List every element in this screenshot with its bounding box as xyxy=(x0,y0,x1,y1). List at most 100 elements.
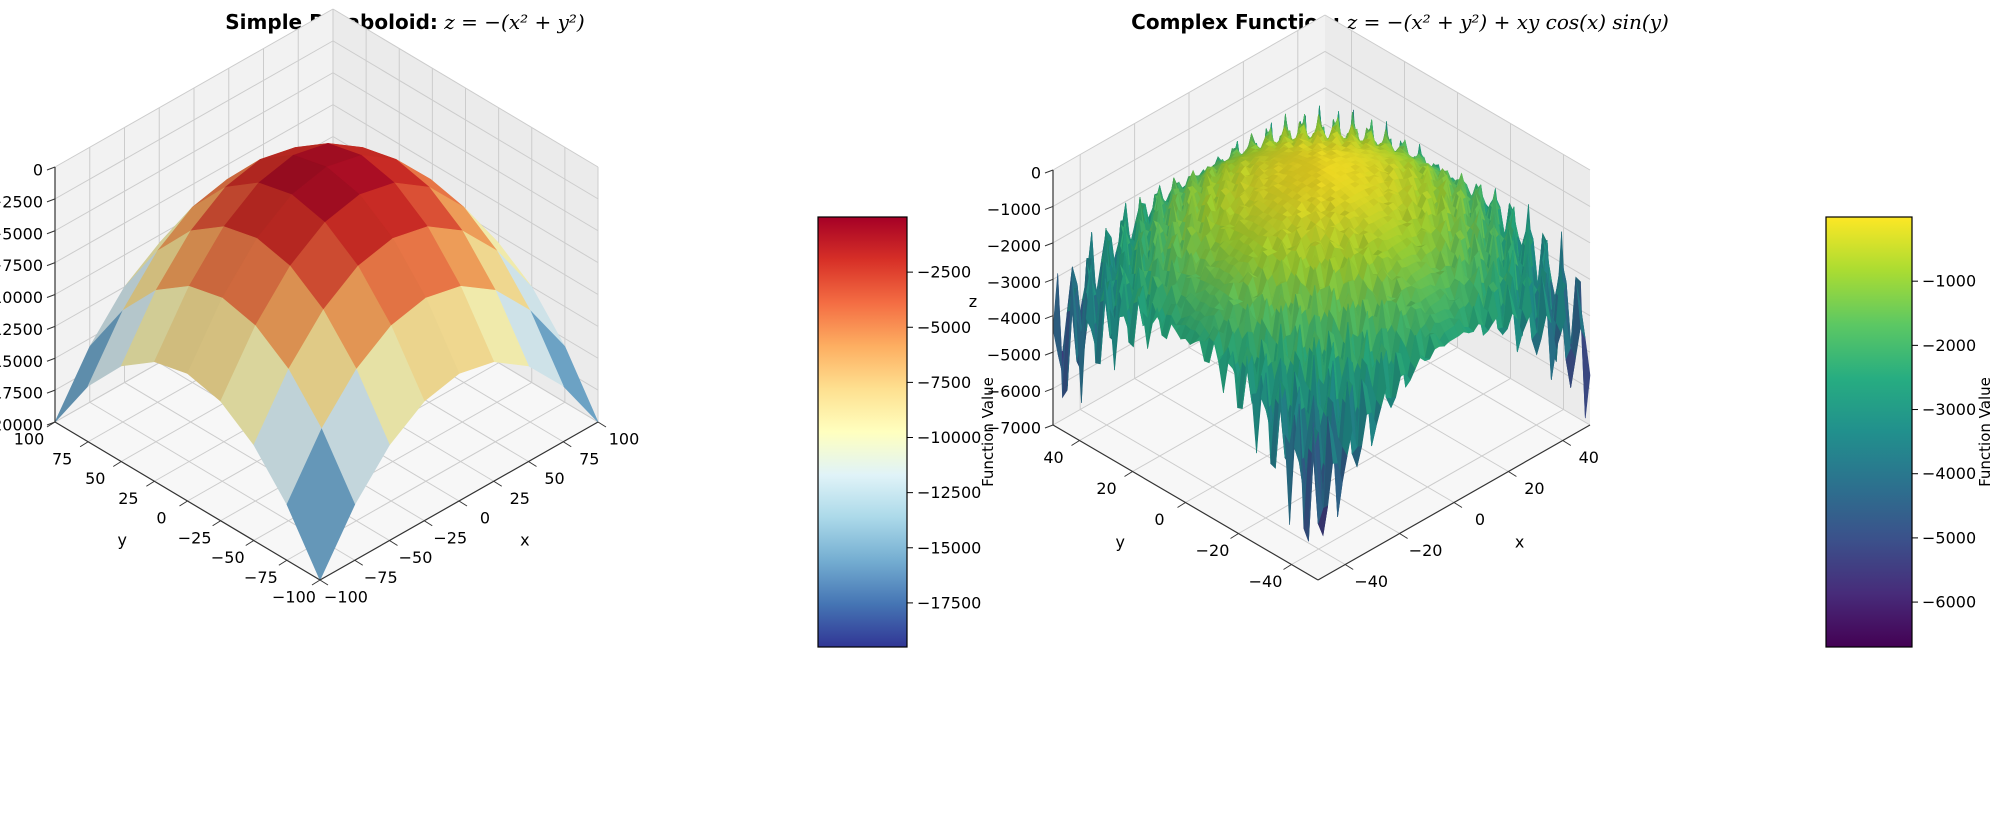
colorbar-tick-label: −2000 xyxy=(1922,336,1976,355)
y-tick xyxy=(1230,533,1239,539)
y-tick-label: 20 xyxy=(1096,479,1116,498)
z-tick-label: −7500 xyxy=(0,256,43,275)
y-tick xyxy=(179,500,188,507)
y-tick xyxy=(245,540,255,546)
z-tick-label: −2000 xyxy=(987,236,1041,255)
y-tick-label: −75 xyxy=(244,568,278,587)
y-tick-label: 100 xyxy=(14,430,45,449)
gridline-y-floor xyxy=(1238,378,1511,534)
y-tick-label: −40 xyxy=(1249,572,1283,591)
gridline-z-ywall xyxy=(1052,14,1326,171)
z-tick xyxy=(1044,278,1054,283)
z-tick-label: −2500 xyxy=(0,192,43,211)
x-tick xyxy=(493,480,503,487)
colorbar-tick-label: −4000 xyxy=(1922,464,1976,483)
x-tick-label: −75 xyxy=(364,568,398,587)
z-tick-label: −1000 xyxy=(987,200,1041,219)
x-tick xyxy=(389,540,398,546)
y-tick-label: −20 xyxy=(1196,541,1230,560)
z-tick-label: −4000 xyxy=(987,309,1041,328)
x-axis-label: x xyxy=(1515,532,1524,551)
z-tick-label: −10000 xyxy=(0,288,43,307)
z-tick-label: −5000 xyxy=(987,346,1041,365)
colorbar-label: Function Value xyxy=(979,377,997,487)
y-tick xyxy=(1177,502,1186,508)
gridline-y-floor xyxy=(1291,409,1564,565)
y-tick-label: 75 xyxy=(52,449,72,468)
y-tick xyxy=(79,441,89,448)
colorbar-tick-label: −6000 xyxy=(1922,593,1976,612)
z-tick xyxy=(46,198,56,203)
x-tick xyxy=(1399,533,1408,539)
colorbar-tick-label: −17500 xyxy=(917,593,981,612)
z-tick xyxy=(46,230,56,235)
gridline-z-xwall xyxy=(1324,50,1591,207)
z-tick-label: −3000 xyxy=(987,273,1041,292)
surface xyxy=(1052,105,1591,542)
z-tick-label: −5000 xyxy=(0,224,43,243)
y-tick xyxy=(1283,564,1292,570)
gridline-z-xwall xyxy=(332,72,599,232)
z-tick xyxy=(1044,242,1054,247)
y-tick xyxy=(112,461,122,467)
colorbar-label: Function Value xyxy=(1976,377,1994,487)
y-tick-label: 50 xyxy=(85,469,105,488)
x-tick-label: 100 xyxy=(609,430,640,449)
x-tick-label: −20 xyxy=(1409,541,1443,560)
z-tick-label: −7000 xyxy=(987,419,1041,438)
surface-patch xyxy=(286,428,356,581)
title-formula-paraboloid: z = −(x² + y²) xyxy=(444,10,585,34)
x-tick xyxy=(354,559,364,566)
y-tick xyxy=(1071,440,1080,446)
z-tick xyxy=(46,325,56,330)
gridline-z-ywall xyxy=(54,40,334,200)
x-tick xyxy=(319,579,329,586)
x-tick-label: 20 xyxy=(1524,479,1544,498)
x-tick xyxy=(1453,502,1463,508)
y-tick-label: −100 xyxy=(272,588,316,607)
x-tick-label: −25 xyxy=(433,528,467,547)
gridline-z-xwall xyxy=(1324,14,1591,171)
z-tick-label: −20000 xyxy=(0,416,43,435)
y-tick xyxy=(1124,471,1133,477)
colorbar-tick-label: −7500 xyxy=(917,373,971,392)
surface-plot-complex: −40 −20 0 20 40 −40 −20 0 20 40 0 −1000 −2000 −3000 −4… xyxy=(969,14,1994,648)
x-tick-label: −50 xyxy=(399,548,433,567)
x-tick-label: 0 xyxy=(1475,510,1485,529)
x-tick xyxy=(1562,440,1572,446)
colorbar-tick-label: −10000 xyxy=(917,428,981,447)
z-axis-label: z xyxy=(969,292,977,311)
colorbar-tick-label: −1000 xyxy=(1922,272,1976,291)
z-tick xyxy=(1044,169,1054,174)
surface-plot-paraboloid: −100−75−50−250255075100−100−75−50−250255… xyxy=(0,8,997,648)
y-tick-label: 0 xyxy=(156,509,166,528)
colorbar-tick-label: −2500 xyxy=(917,263,971,282)
gridline-z-xwall xyxy=(332,8,599,168)
gridline-z-xwall xyxy=(332,104,599,264)
gridline-z-ywall xyxy=(1052,50,1326,207)
y-tick-label: −50 xyxy=(211,548,245,567)
x-tick xyxy=(597,421,607,428)
z-tick xyxy=(46,421,56,426)
colorbar-tick-label: −12500 xyxy=(917,483,981,502)
x-tick-label: 75 xyxy=(579,449,599,468)
gridline-z-xwall xyxy=(332,40,599,200)
z-tick-label: −15000 xyxy=(0,352,43,371)
z-tick xyxy=(1044,205,1054,210)
z-tick xyxy=(46,166,56,171)
x-tick xyxy=(562,441,572,448)
z-tick-label: −6000 xyxy=(987,382,1041,401)
y-axis-label: y xyxy=(1116,532,1125,551)
gridline-z-ywall xyxy=(1052,87,1326,244)
gridline-z-ywall xyxy=(54,104,334,264)
y-tick-label: 40 xyxy=(1043,448,1063,467)
x-tick-label: −100 xyxy=(324,588,368,607)
z-tick xyxy=(46,389,56,394)
x-tick-label: 40 xyxy=(1579,448,1599,467)
colorbar-tick-label: −15000 xyxy=(917,538,981,557)
x-tick-label: −40 xyxy=(1354,572,1388,591)
x-tick xyxy=(528,461,537,467)
z-tick xyxy=(46,357,56,362)
axes: −100−75−50−250255075100−100−75−50−250255… xyxy=(0,161,639,607)
